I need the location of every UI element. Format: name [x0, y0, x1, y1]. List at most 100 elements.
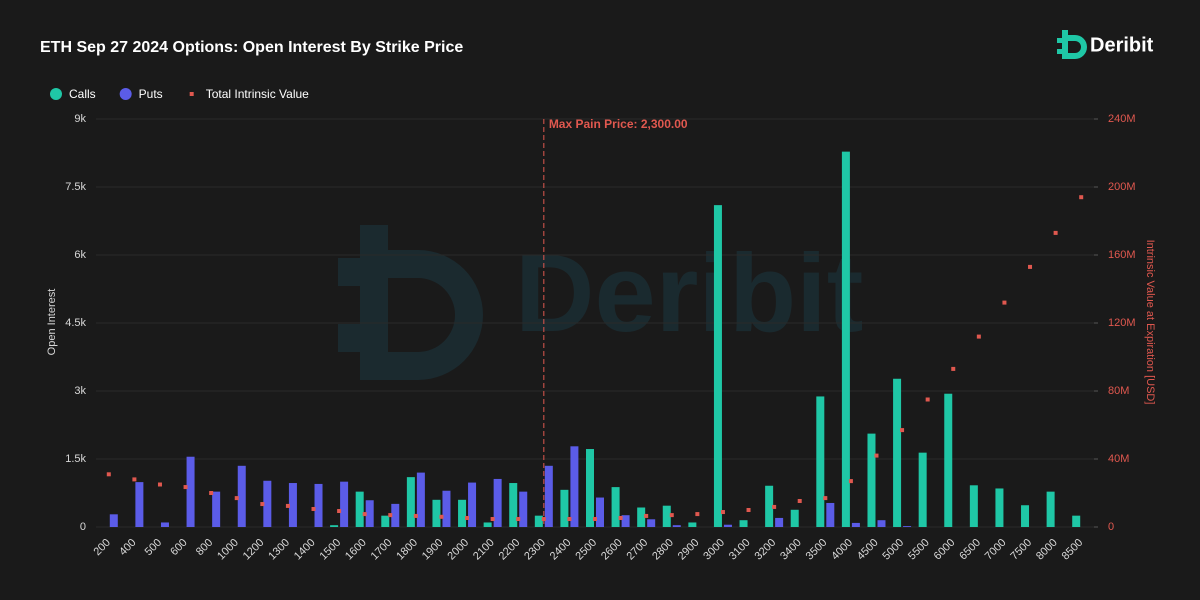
- y-tick-label: 4.5k: [65, 317, 86, 329]
- y-tick-label: 6k: [74, 249, 86, 261]
- intrinsic-point: [541, 517, 546, 522]
- bar: [160, 522, 169, 527]
- intrinsic-point: [337, 509, 342, 514]
- bar: [468, 482, 477, 527]
- y2-tick-label: 160M: [1108, 249, 1136, 261]
- bar: [713, 205, 722, 527]
- intrinsic-point: [516, 517, 521, 522]
- intrinsic-point: [976, 334, 981, 339]
- legend-label: Total Intrinsic Value: [206, 87, 309, 101]
- intrinsic-point: [772, 504, 777, 509]
- bar: [330, 525, 339, 527]
- bar: [918, 452, 927, 527]
- intrinsic-point: [951, 366, 956, 371]
- intrinsic-point: [797, 498, 802, 503]
- intrinsic-point: [823, 496, 828, 501]
- bar: [570, 446, 579, 527]
- intrinsic-point: [234, 496, 239, 501]
- intrinsic-point: [490, 517, 495, 522]
- intrinsic-point: [465, 515, 470, 520]
- bar: [944, 393, 953, 527]
- intrinsic-point: [157, 482, 162, 487]
- bar: [109, 514, 118, 527]
- chart-title: ETH Sep 27 2024 Options: Open Interest B…: [40, 39, 463, 56]
- bar: [381, 515, 390, 527]
- intrinsic-point: [874, 453, 879, 458]
- y2-tick-label: 80M: [1108, 385, 1129, 397]
- bar: [851, 522, 860, 527]
- bar: [186, 456, 195, 527]
- y-tick-label: 1.5k: [65, 453, 86, 465]
- bar: [586, 449, 594, 527]
- bar: [237, 465, 246, 527]
- intrinsic-point: [593, 517, 597, 522]
- intrinsic-point: [644, 513, 649, 518]
- bar: [391, 503, 400, 527]
- bar: [1021, 505, 1030, 527]
- y-tick-label: 3k: [74, 385, 86, 397]
- bar: [135, 482, 144, 527]
- y2-tick-label: 0: [1108, 521, 1114, 533]
- bar: [1072, 515, 1081, 527]
- intrinsic-point: [413, 513, 418, 518]
- bar: [458, 499, 467, 527]
- y2-tick-label: 240M: [1108, 113, 1136, 125]
- bar: [662, 505, 671, 527]
- y2-axis-title: Intrinsic Value at Expiration [USD]: [1144, 240, 1156, 405]
- watermark: Deribit: [338, 225, 863, 380]
- bar: [263, 480, 272, 527]
- bar: [893, 378, 902, 527]
- bar: [816, 396, 825, 527]
- bar: [483, 522, 492, 527]
- brand-name: Deribit: [1090, 34, 1154, 56]
- bar: [212, 491, 221, 527]
- logo: [1057, 30, 1087, 59]
- bar: [867, 433, 876, 527]
- intrinsic-point: [669, 513, 674, 518]
- bar: [493, 478, 502, 527]
- intrinsic-point: [209, 491, 214, 495]
- intrinsic-point: [439, 514, 444, 519]
- intrinsic-point: [311, 506, 316, 511]
- legend-label: Calls: [69, 87, 96, 101]
- intrinsic-point: [132, 477, 137, 482]
- bar: [509, 483, 518, 527]
- legend-swatch: [119, 88, 132, 100]
- y-tick-label: 7.5k: [65, 181, 86, 193]
- bar: [365, 500, 374, 527]
- bar: [877, 520, 886, 527]
- bar: [647, 519, 656, 527]
- bar: [416, 472, 425, 527]
- bar: [723, 524, 732, 527]
- y-axis-title: Open Interest: [46, 289, 58, 356]
- bar: [765, 485, 774, 527]
- bar: [826, 502, 835, 527]
- y-tick-label: 0: [80, 521, 86, 533]
- bar: [903, 526, 912, 527]
- bar: [560, 489, 569, 527]
- intrinsic-point: [1002, 300, 1007, 305]
- intrinsic-point: [848, 479, 853, 484]
- bar: [340, 481, 349, 527]
- bar: [596, 497, 604, 527]
- bar: [1046, 491, 1055, 527]
- bar: [611, 487, 620, 527]
- intrinsic-point: [362, 512, 367, 517]
- y2-tick-label: 200M: [1108, 181, 1136, 193]
- intrinsic-point: [695, 512, 700, 517]
- bar: [969, 485, 978, 527]
- intrinsic-point: [285, 503, 290, 508]
- bar: [790, 509, 799, 527]
- legend-swatch: [50, 88, 62, 100]
- intrinsic-point: [106, 472, 111, 477]
- intrinsic-point: [183, 485, 188, 490]
- bar: [637, 507, 646, 527]
- bar: [406, 477, 415, 527]
- bar: [672, 525, 681, 527]
- intrinsic-point: [567, 517, 572, 522]
- watermark-text: Deribit: [515, 232, 863, 355]
- intrinsic-point: [618, 515, 623, 520]
- bar: [544, 465, 553, 527]
- intrinsic-point: [720, 510, 725, 515]
